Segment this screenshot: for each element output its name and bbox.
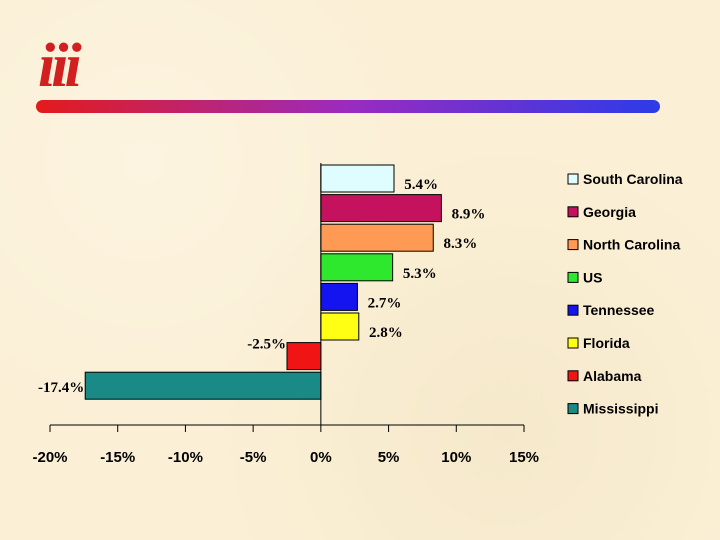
bar-mississippi (84, 371, 322, 400)
bar-us (320, 253, 394, 282)
legend-label: South Carolina (583, 171, 683, 187)
legend-label: Alabama (583, 368, 642, 384)
x-tick-label: -5% (240, 449, 267, 466)
bar-georgia (320, 194, 442, 223)
legend-label: Tennessee (583, 302, 655, 318)
legend-label: North Carolina (583, 237, 680, 253)
value-label: 2.7% (368, 295, 402, 311)
value-label: 8.3% (444, 236, 478, 252)
legend-label: Georgia (583, 204, 636, 220)
legend-swatch (567, 239, 579, 251)
legend-swatch (567, 173, 579, 185)
value-label: 5.4% (404, 177, 438, 193)
bar-alabama (286, 342, 322, 371)
value-label: -2.5% (247, 337, 286, 353)
legend-label: Mississippi (583, 401, 658, 417)
legend-swatch (567, 271, 579, 283)
value-label: 2.8% (369, 325, 403, 341)
x-tick-label: 0% (310, 449, 332, 466)
x-tick-label: -10% (168, 449, 203, 466)
value-label: -17.4% (38, 380, 84, 396)
x-tick-label: 10% (441, 449, 471, 466)
legend-label: US (583, 269, 602, 285)
legend-swatch (567, 403, 579, 415)
value-label: 5.3% (403, 266, 437, 282)
logo-text: iii (38, 34, 81, 94)
bar-north-carolina (320, 223, 434, 252)
bar-south-carolina (320, 164, 395, 193)
x-tick-label: -20% (32, 449, 67, 466)
x-tick-label: 15% (509, 449, 539, 466)
value-label: 8.9% (452, 207, 486, 223)
bar-florida (320, 312, 360, 341)
x-tick-label: 5% (378, 449, 400, 466)
logo: iii (38, 34, 85, 94)
legend-swatch (567, 304, 579, 316)
legend-swatch (567, 370, 579, 382)
legend-swatch (567, 206, 579, 218)
bar-tennessee (320, 282, 358, 311)
legend-swatch (567, 337, 579, 349)
legend-label: Florida (583, 335, 630, 351)
x-tick-label: -15% (100, 449, 135, 466)
header-divider (36, 100, 660, 113)
